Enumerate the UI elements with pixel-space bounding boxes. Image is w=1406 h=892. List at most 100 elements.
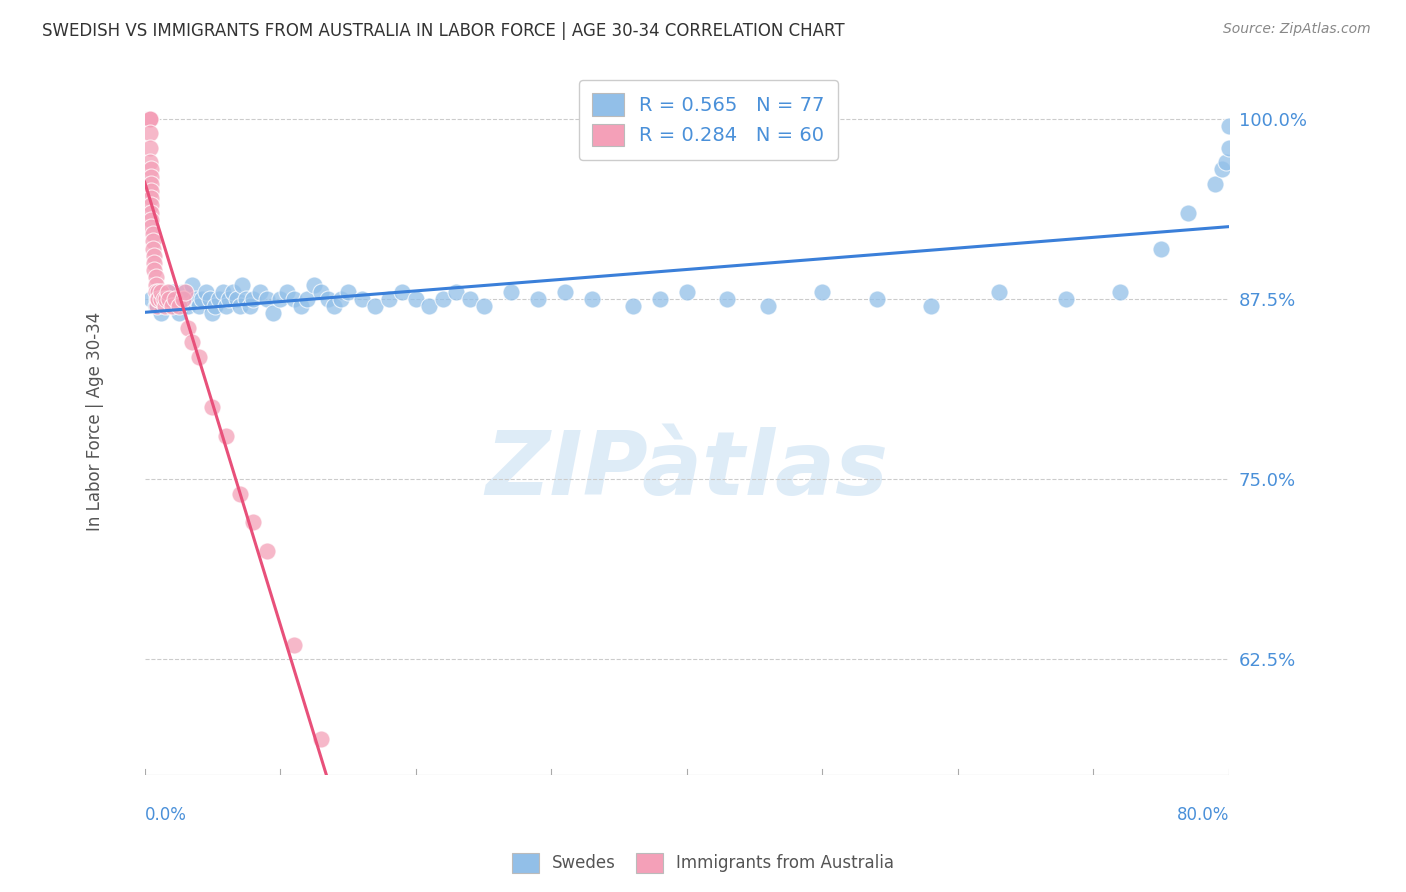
Point <box>1109 285 1132 299</box>
Point <box>136 112 159 126</box>
Point <box>499 285 522 299</box>
Point <box>201 306 224 320</box>
Point <box>148 292 170 306</box>
Point <box>136 112 159 126</box>
Point <box>262 306 284 320</box>
Point <box>337 285 360 299</box>
Point <box>146 292 169 306</box>
Point <box>249 285 271 299</box>
Point <box>290 299 312 313</box>
Point <box>222 285 245 299</box>
Point <box>432 292 454 306</box>
Point <box>208 292 231 306</box>
Point <box>1215 155 1237 169</box>
Point <box>330 292 353 306</box>
Point <box>276 285 298 299</box>
Point <box>621 299 644 313</box>
Point <box>138 112 160 126</box>
Point <box>139 112 162 126</box>
Point <box>364 299 387 313</box>
Point <box>143 256 166 270</box>
Point <box>142 242 165 256</box>
Point <box>149 292 172 306</box>
Point <box>212 285 235 299</box>
Point <box>145 270 167 285</box>
Point <box>297 292 319 306</box>
Point <box>418 299 440 313</box>
Point <box>256 544 278 558</box>
Point <box>198 292 221 306</box>
Point <box>143 249 166 263</box>
Text: SWEDISH VS IMMIGRANTS FROM AUSTRALIA IN LABOR FORCE | AGE 30-34 CORRELATION CHAR: SWEDISH VS IMMIGRANTS FROM AUSTRALIA IN … <box>42 22 845 40</box>
Point <box>153 292 176 306</box>
Legend: Swedes, Immigrants from Australia: Swedes, Immigrants from Australia <box>505 847 901 880</box>
Point <box>181 277 204 292</box>
Point <box>1177 205 1199 219</box>
Point <box>391 285 413 299</box>
Point <box>190 292 212 306</box>
Point <box>141 177 163 191</box>
Point <box>148 292 170 306</box>
Point <box>242 292 264 306</box>
Point <box>187 299 209 313</box>
Point <box>167 299 190 313</box>
Point <box>675 285 697 299</box>
Point <box>141 205 163 219</box>
Point <box>1054 292 1077 306</box>
Point <box>204 299 226 313</box>
Point <box>139 155 162 169</box>
Point <box>139 112 162 126</box>
Legend: R = 0.565   N = 77, R = 0.284   N = 60: R = 0.565 N = 77, R = 0.284 N = 60 <box>579 79 838 160</box>
Point <box>148 285 170 299</box>
Point <box>716 292 738 306</box>
Text: ZIPàtlas: ZIPàtlas <box>485 427 889 515</box>
Point <box>149 306 172 320</box>
Point <box>136 112 159 126</box>
Point <box>167 306 190 320</box>
Point <box>155 292 177 306</box>
Point <box>142 235 165 249</box>
Point <box>141 169 163 184</box>
Text: Source: ZipAtlas.com: Source: ZipAtlas.com <box>1223 22 1371 37</box>
Point <box>987 285 1010 299</box>
Point <box>172 285 194 299</box>
Point <box>256 292 278 306</box>
Point <box>139 141 162 155</box>
Point <box>145 299 167 313</box>
Point <box>138 112 160 126</box>
Point <box>177 321 200 335</box>
Point <box>141 191 163 205</box>
Point <box>239 299 262 313</box>
Point <box>1218 141 1240 155</box>
Point <box>141 292 163 306</box>
Point <box>152 292 174 306</box>
Point <box>160 299 183 313</box>
Point <box>174 292 197 306</box>
Point <box>143 263 166 277</box>
Point <box>141 162 163 177</box>
Point <box>1204 177 1226 191</box>
Point <box>228 486 250 500</box>
Point <box>160 285 183 299</box>
Point <box>218 292 240 306</box>
Point <box>231 277 253 292</box>
Point <box>194 285 217 299</box>
Point <box>149 285 172 299</box>
Point <box>177 299 200 313</box>
Point <box>141 212 163 227</box>
Point <box>377 292 399 306</box>
Point <box>138 112 160 126</box>
Text: 80.0%: 80.0% <box>1177 806 1229 824</box>
Point <box>811 285 834 299</box>
Point <box>139 127 162 141</box>
Point <box>228 299 250 313</box>
Point <box>215 299 238 313</box>
Point <box>181 335 204 350</box>
Point <box>920 299 942 313</box>
Point <box>172 292 194 306</box>
Text: 0.0%: 0.0% <box>145 806 187 824</box>
Point <box>146 299 169 313</box>
Point <box>153 299 176 313</box>
Point <box>163 292 186 306</box>
Point <box>283 292 305 306</box>
